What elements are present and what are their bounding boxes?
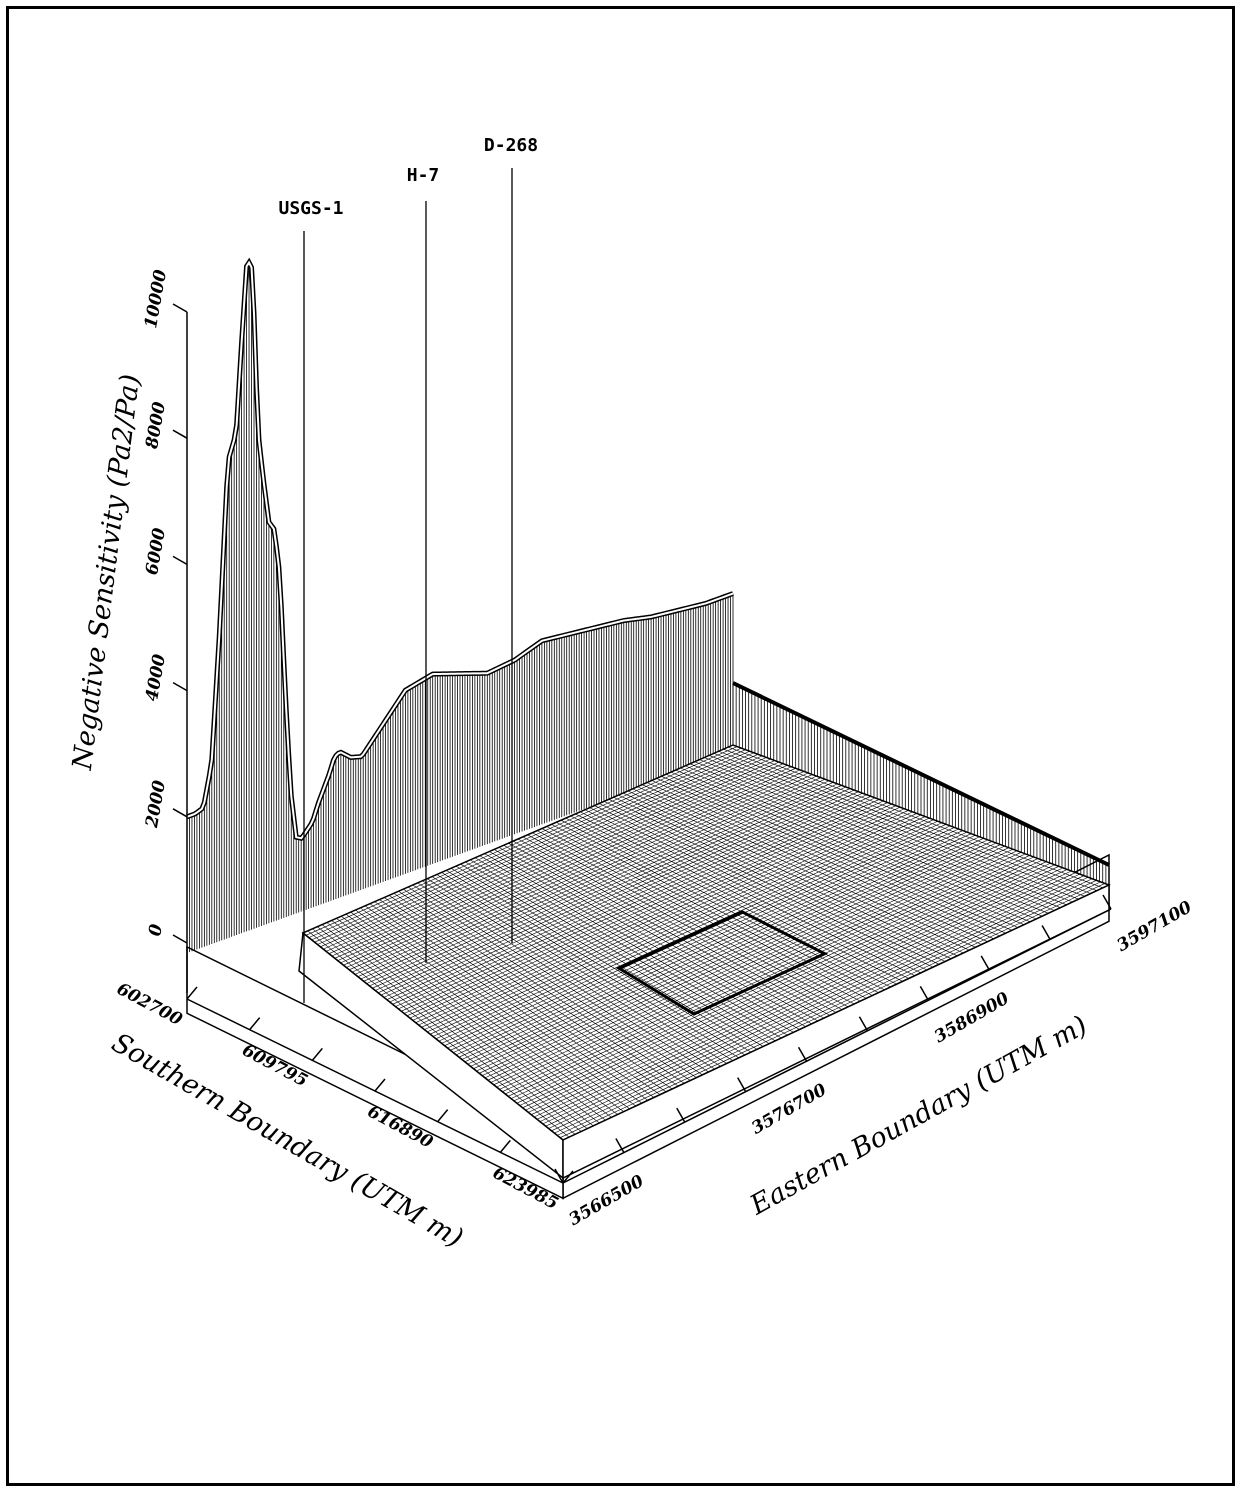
z-tick-label: 4000 (142, 653, 170, 703)
ridge-wall-hatching (186, 262, 734, 953)
grid-line (699, 759, 1067, 906)
well-label: USGS-1 (278, 198, 343, 219)
z-tick-mark (172, 681, 188, 692)
grid-line (545, 875, 1085, 1127)
y-tick-mark (554, 1168, 564, 1184)
grid-line (704, 757, 1073, 903)
z-tick-label: 6000 (142, 526, 170, 576)
grid-line (709, 755, 1079, 900)
grid-line (542, 873, 1080, 1125)
x-tick-mark (499, 1139, 511, 1153)
x-tick-mark (374, 1078, 386, 1092)
well-label: D-268 (484, 135, 538, 156)
z-tick-mark (172, 555, 188, 566)
surface-plot: 0 2000 4000 6000 8000 10000 Negative Sensitivi… (67, 135, 1196, 1254)
x-tick-mark (186, 986, 198, 1000)
grid-line (531, 867, 1064, 1115)
y-tick-mark (1102, 894, 1112, 910)
y-tick-mark (919, 985, 929, 1001)
grid-line (723, 748, 1097, 891)
grid-line (728, 746, 1104, 889)
y-tick-mark (1041, 925, 1051, 940)
grid-line (525, 864, 1055, 1111)
x-tick-mark (437, 1109, 449, 1123)
y-tick-mark (615, 1138, 625, 1153)
grid-line (689, 763, 1055, 911)
grid-line (732, 744, 1110, 886)
figure-frame: 0 2000 4000 6000 8000 10000 Negative Sensitivi… (6, 6, 1235, 1486)
y-tick-label: 3597100 (1114, 897, 1196, 956)
y-tick-mark (980, 955, 990, 971)
grid-line (554, 880, 1097, 1134)
grid-line (713, 753, 1085, 897)
grid-line (559, 883, 1105, 1138)
x-tick-label: 602700 (113, 979, 185, 1030)
grid-line (557, 881, 1101, 1136)
grid-line (548, 876, 1089, 1129)
grid-line (536, 870, 1072, 1120)
grid-line (551, 878, 1093, 1132)
x-tick-mark (249, 1017, 261, 1031)
grid-line (718, 750, 1091, 894)
z-tick-label: 0 (145, 922, 167, 937)
y-tick-mark (737, 1077, 747, 1093)
grid-line (539, 872, 1076, 1122)
ridge-crest-highlight (186, 260, 734, 840)
y-axis-line (562, 908, 1112, 1184)
z-tick-mark (172, 429, 188, 439)
grid-line (685, 765, 1049, 914)
grid-line (528, 866, 1059, 1113)
z-tick-label: 2000 (142, 779, 170, 830)
z-tick-mark (172, 934, 188, 944)
x-tick-mark (311, 1047, 323, 1061)
east-wall-top (732, 681, 1110, 867)
y-tick-mark (676, 1107, 686, 1123)
z-tick-label: 10000 (141, 268, 171, 330)
z-tick-mark (172, 303, 188, 313)
well-label: H-7 (407, 165, 440, 186)
grid-line (670, 771, 1031, 923)
z-tick-label: 8000 (142, 400, 170, 451)
x-tick-mark (562, 1170, 574, 1184)
grid-line (665, 773, 1025, 925)
grid-line (694, 761, 1061, 908)
y-tick-mark (858, 1016, 869, 1032)
grid-line (675, 769, 1037, 920)
east-wall-hatching (732, 683, 1110, 885)
grid-line (680, 767, 1043, 917)
y-tick-mark (797, 1046, 808, 1062)
inner-box (615, 910, 829, 1016)
z-axis-title: Negative Sensitivity (Pa2/Pa) (67, 372, 146, 772)
grid-line (522, 862, 1051, 1109)
z-tick-mark (172, 808, 188, 818)
grid-line (533, 869, 1068, 1118)
grid-line (661, 776, 1019, 928)
